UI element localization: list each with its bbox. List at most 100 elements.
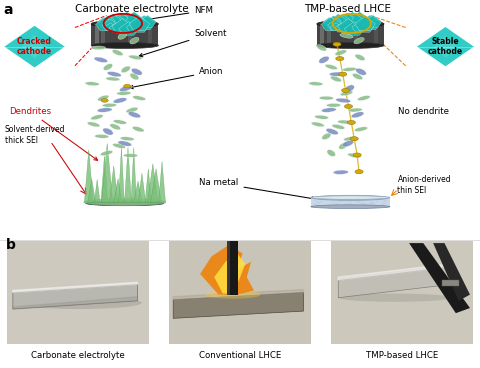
- Circle shape: [350, 199, 352, 200]
- Ellipse shape: [113, 98, 127, 103]
- Polygon shape: [22, 35, 48, 59]
- Polygon shape: [139, 15, 156, 27]
- Ellipse shape: [129, 55, 142, 60]
- Ellipse shape: [313, 195, 388, 200]
- Circle shape: [369, 203, 371, 205]
- Ellipse shape: [330, 76, 342, 82]
- Polygon shape: [330, 14, 347, 25]
- Polygon shape: [173, 290, 303, 300]
- Polygon shape: [350, 12, 369, 25]
- Circle shape: [384, 201, 386, 202]
- Ellipse shape: [123, 153, 138, 158]
- Ellipse shape: [87, 122, 100, 127]
- Polygon shape: [151, 169, 161, 202]
- Circle shape: [348, 120, 356, 124]
- Polygon shape: [101, 156, 108, 202]
- Ellipse shape: [130, 73, 139, 80]
- Polygon shape: [147, 164, 158, 202]
- Polygon shape: [102, 143, 113, 202]
- Circle shape: [359, 200, 361, 201]
- Circle shape: [323, 199, 325, 201]
- Polygon shape: [358, 17, 371, 25]
- Ellipse shape: [102, 103, 117, 107]
- Text: Solvent-derived
thick SEI: Solvent-derived thick SEI: [5, 125, 65, 145]
- Polygon shape: [342, 12, 363, 26]
- Ellipse shape: [118, 141, 132, 146]
- Polygon shape: [416, 26, 475, 67]
- Polygon shape: [102, 19, 119, 31]
- Circle shape: [332, 202, 334, 203]
- Polygon shape: [145, 169, 151, 202]
- Polygon shape: [326, 15, 341, 25]
- Ellipse shape: [332, 124, 345, 129]
- Polygon shape: [338, 267, 452, 298]
- Circle shape: [372, 202, 374, 204]
- Polygon shape: [323, 17, 336, 26]
- Ellipse shape: [348, 108, 362, 112]
- Circle shape: [336, 204, 339, 205]
- Polygon shape: [116, 12, 138, 26]
- Circle shape: [316, 201, 319, 203]
- Bar: [148, 24, 152, 45]
- Polygon shape: [97, 17, 110, 26]
- Circle shape: [353, 153, 361, 157]
- Ellipse shape: [91, 115, 103, 120]
- Ellipse shape: [309, 82, 323, 86]
- Polygon shape: [340, 13, 354, 22]
- Polygon shape: [104, 14, 121, 25]
- Ellipse shape: [91, 20, 158, 28]
- Ellipse shape: [327, 150, 336, 156]
- Circle shape: [383, 204, 385, 205]
- Polygon shape: [350, 13, 371, 27]
- Circle shape: [345, 105, 352, 109]
- Circle shape: [359, 201, 361, 203]
- Polygon shape: [99, 18, 114, 28]
- Polygon shape: [364, 15, 382, 27]
- Polygon shape: [95, 180, 100, 202]
- Polygon shape: [112, 19, 133, 33]
- Text: Stable
cathode: Stable cathode: [428, 37, 463, 56]
- Circle shape: [354, 204, 357, 205]
- Circle shape: [329, 204, 331, 205]
- Ellipse shape: [317, 20, 384, 28]
- Bar: [317, 24, 384, 45]
- Bar: [442, 280, 458, 286]
- Ellipse shape: [314, 115, 329, 119]
- Circle shape: [335, 203, 337, 204]
- Text: Anion: Anion: [130, 67, 224, 89]
- Ellipse shape: [311, 205, 390, 209]
- Ellipse shape: [14, 297, 142, 309]
- Polygon shape: [138, 173, 145, 202]
- Polygon shape: [158, 162, 166, 202]
- Ellipse shape: [86, 201, 164, 206]
- Circle shape: [371, 202, 373, 203]
- Ellipse shape: [121, 66, 131, 72]
- Ellipse shape: [311, 122, 324, 127]
- Circle shape: [358, 198, 360, 199]
- Polygon shape: [132, 21, 148, 32]
- Polygon shape: [109, 23, 122, 32]
- Bar: [374, 24, 378, 45]
- Text: Solvent: Solvent: [139, 29, 227, 57]
- Ellipse shape: [94, 57, 108, 63]
- Polygon shape: [130, 19, 147, 31]
- Text: Conventional LHCE: Conventional LHCE: [199, 351, 281, 360]
- Ellipse shape: [345, 85, 354, 92]
- Ellipse shape: [113, 144, 125, 148]
- Polygon shape: [355, 16, 375, 31]
- Ellipse shape: [126, 107, 138, 113]
- Circle shape: [345, 203, 348, 204]
- Circle shape: [333, 42, 341, 46]
- Circle shape: [349, 201, 352, 202]
- Ellipse shape: [339, 142, 348, 149]
- Polygon shape: [200, 245, 254, 295]
- Ellipse shape: [132, 127, 144, 132]
- Circle shape: [347, 199, 349, 200]
- Ellipse shape: [351, 112, 364, 118]
- Circle shape: [350, 137, 358, 141]
- Ellipse shape: [113, 120, 127, 124]
- Ellipse shape: [95, 134, 109, 138]
- Circle shape: [362, 204, 364, 205]
- Circle shape: [339, 72, 347, 76]
- Ellipse shape: [342, 140, 354, 147]
